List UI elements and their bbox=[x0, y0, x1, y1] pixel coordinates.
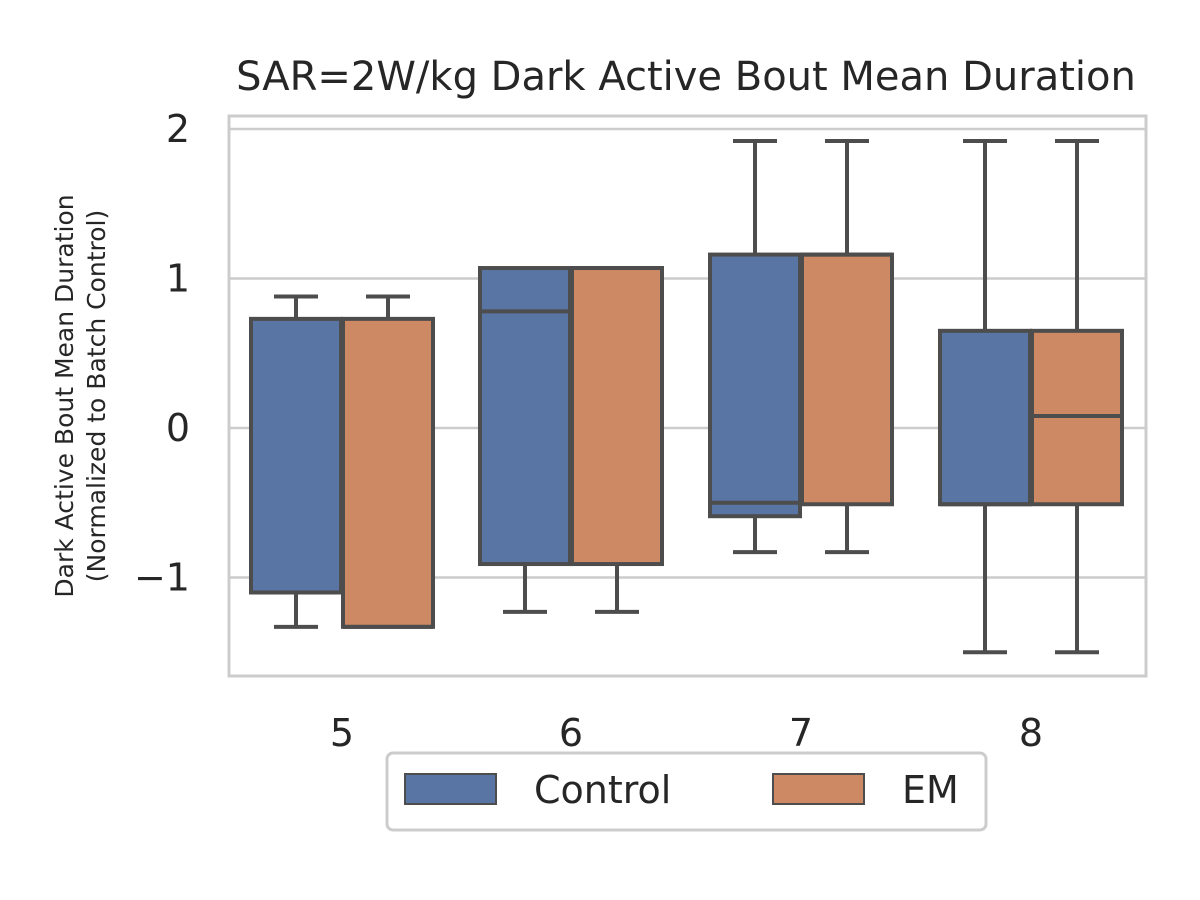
y-tick-labels: 2 1 0 −1 bbox=[134, 107, 190, 600]
legend: Control EM bbox=[385, 751, 988, 832]
y-tick-label: −1 bbox=[134, 556, 190, 600]
box-em-8 bbox=[1030, 138, 1124, 655]
x-tick-label-5: 5 bbox=[330, 711, 354, 755]
legend-label-em: EM bbox=[902, 768, 959, 812]
box-control-6 bbox=[478, 266, 572, 614]
x-tick-labels: 5 6 7 8 bbox=[330, 711, 1043, 755]
box-iqr bbox=[478, 266, 572, 567]
chart-title: SAR=2W/kg Dark Active Bout Mean Duration bbox=[236, 54, 1136, 100]
legend-label-control: Control bbox=[534, 768, 671, 812]
box-iqr bbox=[708, 252, 802, 519]
plot-frame bbox=[227, 114, 1148, 678]
box-iqr bbox=[570, 266, 664, 567]
box-control-7 bbox=[708, 138, 802, 555]
box-em-6 bbox=[570, 266, 664, 614]
box-control-8 bbox=[938, 138, 1032, 655]
legend-swatch-em bbox=[772, 773, 865, 805]
y-tick-label: 0 bbox=[166, 406, 190, 450]
legend-swatch-control bbox=[404, 773, 497, 805]
box-iqr bbox=[341, 316, 435, 629]
box-iqr bbox=[800, 252, 894, 507]
y-tick-label: 1 bbox=[166, 257, 190, 301]
x-tick-label-8: 8 bbox=[1019, 711, 1043, 755]
box-control-5 bbox=[249, 294, 343, 629]
y-axis-label-line1: Dark Active Bout Mean Duration bbox=[50, 194, 79, 597]
box-em-7 bbox=[800, 138, 894, 555]
box-iqr bbox=[249, 316, 343, 595]
y-tick-label: 2 bbox=[166, 107, 190, 151]
y-axis-label-line2: (Normalized to Batch Control) bbox=[82, 210, 111, 582]
box-iqr bbox=[938, 328, 1032, 507]
legend-frame bbox=[385, 751, 988, 832]
x-tick-label-7: 7 bbox=[789, 711, 813, 755]
box-em-5 bbox=[341, 294, 435, 629]
x-tick-label-6: 6 bbox=[559, 711, 583, 755]
boxes bbox=[249, 138, 1124, 655]
y-axis-label: Dark Active Bout Mean Duration (Normaliz… bbox=[50, 194, 111, 597]
